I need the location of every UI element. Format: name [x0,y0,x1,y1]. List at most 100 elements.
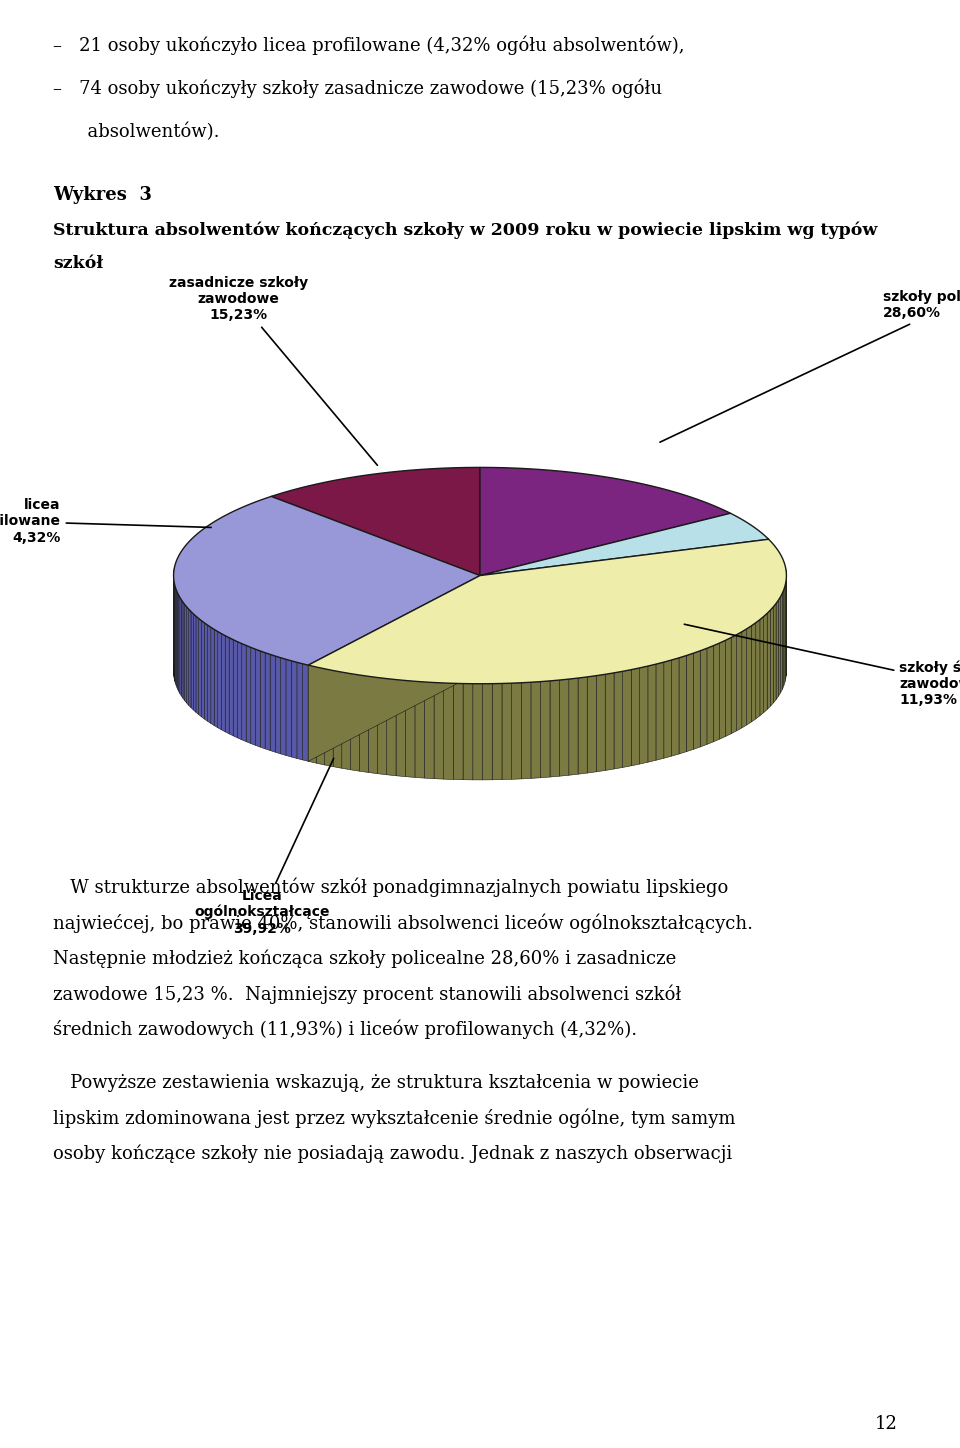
Polygon shape [415,681,424,778]
Polygon shape [639,666,648,765]
Polygon shape [218,631,222,730]
Polygon shape [302,663,308,762]
Polygon shape [512,683,521,779]
Polygon shape [317,668,324,765]
Text: Następnie młodzież kończąca szkoły policealne 28,60% i zasadnicze: Następnie młodzież kończąca szkoły polic… [53,950,676,969]
Polygon shape [184,604,186,704]
Polygon shape [342,672,350,770]
Polygon shape [222,634,226,731]
Polygon shape [191,611,193,710]
Polygon shape [202,621,204,720]
Polygon shape [596,675,605,772]
Polygon shape [782,589,783,689]
Polygon shape [463,683,472,780]
Polygon shape [742,628,747,728]
Text: Wykres  3: Wykres 3 [53,185,152,204]
Polygon shape [189,610,191,708]
Text: Powyższe zestawienia wskazują, że struktura kształcenia w powiecie: Powyższe zestawienia wskazują, że strukt… [53,1074,699,1092]
Text: szkoły średnie
zawodowe
11,93%: szkoły średnie zawodowe 11,93% [684,624,960,707]
Polygon shape [472,683,483,780]
Polygon shape [480,468,731,575]
Polygon shape [540,681,550,778]
Text: najwiećcej, bo prawie 40%, stanowili absolwenci liceów ogólnokształcących.: najwiećcej, bo prawie 40%, stanowili abs… [53,914,753,933]
Text: absolwentów).: absolwentów). [53,123,219,142]
Polygon shape [186,607,189,705]
Polygon shape [405,681,415,778]
Polygon shape [324,669,333,766]
Polygon shape [297,662,302,760]
Polygon shape [350,673,359,772]
Polygon shape [226,636,229,734]
Polygon shape [568,678,578,775]
Polygon shape [204,623,207,721]
Text: średnich zawodowych (11,93%) i liceów profilowanych (4,32%).: średnich zawodowych (11,93%) i liceów pr… [53,1019,636,1040]
Polygon shape [444,683,453,779]
Text: szkoły policealne
28,60%: szkoły policealne 28,60% [660,290,960,442]
Polygon shape [756,620,760,718]
Polygon shape [605,673,614,770]
Polygon shape [308,575,480,762]
Polygon shape [265,653,270,750]
Polygon shape [453,683,463,779]
Polygon shape [707,646,713,744]
Polygon shape [483,683,492,780]
Polygon shape [424,682,434,779]
Polygon shape [763,614,767,712]
Polygon shape [502,683,512,779]
Polygon shape [663,660,671,759]
Polygon shape [396,679,405,776]
Text: W strukturze absolwentów szkół ponadgimnazjalnych powiatu lipskiego: W strukturze absolwentów szkół ponadgimn… [53,877,728,898]
Polygon shape [480,513,769,575]
Text: osoby kończące szkoły nie posiadają zawodu. Jednak z naszych obserwacji: osoby kończące szkoły nie posiadają zawo… [53,1144,732,1163]
Polygon shape [679,656,686,754]
Text: zawodowe 15,23 %.  Najmniejszy procent stanowili absolwenci szkół: zawodowe 15,23 %. Najmniejszy procent st… [53,985,681,1003]
Polygon shape [242,643,246,741]
Text: licea
profilowane
4,32%: licea profilowane 4,32% [0,498,211,544]
Polygon shape [286,659,291,757]
Polygon shape [780,594,782,694]
Polygon shape [181,599,183,698]
Text: szkół: szkół [53,255,103,272]
Polygon shape [387,679,396,776]
Polygon shape [713,643,719,741]
Polygon shape [521,682,531,779]
Polygon shape [732,634,736,734]
Text: –   21 osoby ukończyło licea profilowane (4,32% ogółu absolwentów),: – 21 osoby ukończyło licea profilowane (… [53,35,684,55]
Polygon shape [174,497,480,665]
Polygon shape [214,630,218,728]
Polygon shape [686,653,693,752]
Text: Struktura absolwentów kończących szkoły w 2009 roku w powiecie lipskim wg typów: Struktura absolwentów kończących szkoły … [53,222,877,239]
Polygon shape [255,649,260,747]
Polygon shape [251,647,255,746]
Polygon shape [719,640,726,738]
Polygon shape [246,646,251,743]
Polygon shape [656,662,663,760]
Text: lipskim zdominowana jest przez wykształcenie średnie ogólne, tym samym: lipskim zdominowana jest przez wykształc… [53,1108,735,1128]
Text: zasadnicze szkoły
zawodowe
15,23%: zasadnicze szkoły zawodowe 15,23% [169,277,377,465]
Polygon shape [434,682,444,779]
Polygon shape [779,597,780,696]
Polygon shape [726,637,732,737]
Polygon shape [207,626,211,724]
Polygon shape [178,592,179,691]
Text: Licea
ogólnokształcące
39,92%: Licea ogólnokształcące 39,92% [195,759,334,935]
Polygon shape [291,660,297,759]
Polygon shape [270,654,276,752]
Polygon shape [377,678,387,775]
Polygon shape [671,657,679,756]
Polygon shape [333,670,342,769]
Polygon shape [308,575,480,762]
Polygon shape [747,626,752,725]
Polygon shape [272,468,480,575]
Text: 12: 12 [875,1415,898,1434]
Polygon shape [233,640,237,738]
Polygon shape [767,610,771,710]
Polygon shape [260,652,265,749]
Polygon shape [237,641,242,740]
Polygon shape [180,598,181,696]
Polygon shape [193,614,196,712]
Polygon shape [776,599,779,699]
Polygon shape [492,683,502,780]
Polygon shape [211,627,214,725]
Polygon shape [196,617,199,714]
